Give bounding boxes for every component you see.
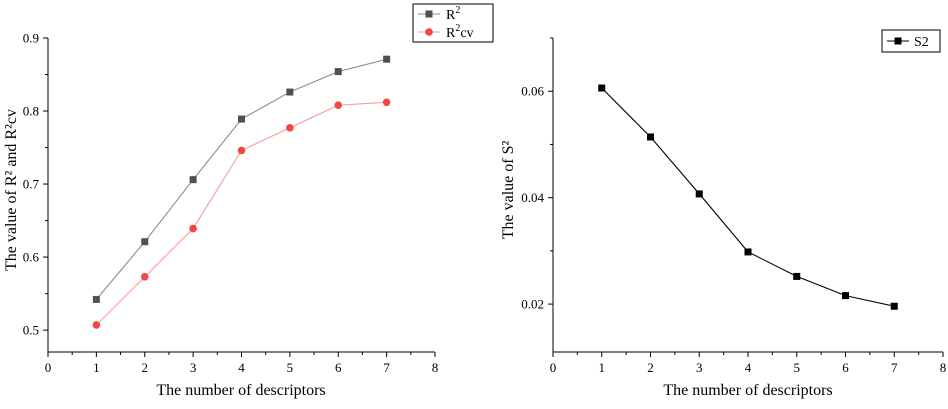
chart-s2: 0 1 2 3 4 5 6 7 8 0.02 0.04 0.06 The number of des… (500, 29, 947, 399)
legend-entry-r2cv: R2cv (418, 23, 474, 41)
x-axis-ticks: 0 1 2 3 4 5 6 7 8 (550, 352, 947, 375)
data-point-square (92, 295, 100, 303)
x-tick-label: 8 (432, 360, 439, 375)
data-point-square (598, 84, 606, 92)
x-tick-label: 3 (190, 360, 197, 375)
data-point-square (793, 272, 801, 280)
y-tick-label: 0.8 (23, 104, 39, 119)
legend-square-marker (425, 10, 433, 18)
legend-entry-r2: R2 (418, 5, 460, 23)
x-axis-title: The number of descriptors (663, 382, 832, 399)
x-tick-label: 5 (287, 360, 294, 375)
x-tick-label: 0 (550, 360, 557, 375)
y-tick-label: 0.04 (521, 190, 544, 205)
data-point-square (744, 248, 752, 256)
legend: R2 R2cv (412, 3, 494, 43)
legend-box (881, 29, 941, 53)
y-axis-ticks: 0.02 0.04 0.06 (521, 37, 553, 312)
x-tick-label: 0 (45, 360, 52, 375)
y-tick-label: 0.9 (23, 31, 39, 46)
legend-label: S2 (914, 35, 929, 50)
data-point-square (383, 55, 391, 63)
data-point-square (286, 88, 294, 96)
legend-box (412, 3, 494, 43)
x-tick-label: 7 (891, 360, 898, 375)
y-tick-label: 0.7 (23, 177, 40, 192)
series-group (598, 84, 898, 310)
data-point-square (189, 176, 197, 184)
y-tick-label: 0.5 (23, 323, 39, 338)
y-tick-label: 0.6 (23, 250, 40, 265)
data-point-circle (334, 101, 343, 109)
data-point-circle (237, 146, 246, 155)
chart-r2: 0 1 2 3 4 5 6 7 8 0.5 0.6 0.7 0.8 0.9 The number of … (3, 3, 494, 399)
legend: S2 (881, 29, 941, 53)
x-tick-label: 1 (599, 360, 606, 375)
series-line (601, 87, 895, 307)
data-point-square (890, 302, 898, 310)
x-tick-label: 4 (238, 360, 245, 375)
legend-circle-marker (425, 28, 433, 36)
x-tick-label: 8 (940, 360, 947, 375)
y-tick-label: 0.02 (521, 297, 544, 312)
x-tick-label: 6 (842, 360, 849, 375)
x-tick-label: 4 (745, 360, 752, 375)
data-point-circle (140, 272, 149, 281)
x-axis-ticks: 0 1 2 3 4 5 6 7 8 (45, 352, 439, 375)
x-tick-label: 2 (647, 360, 654, 375)
plot-area (552, 38, 943, 353)
series-line (96, 101, 387, 326)
y-axis-ticks: 0.5 0.6 0.7 0.8 0.9 (23, 31, 48, 338)
data-point-circle (189, 224, 197, 233)
legend-label: R2 (446, 5, 460, 23)
x-tick-label: 7 (383, 360, 390, 375)
data-point-square (141, 238, 149, 246)
legend-square-marker (894, 37, 902, 45)
data-point-circle (286, 124, 294, 132)
x-tick-label: 6 (335, 360, 342, 375)
y-axis-title: The value of S² (500, 141, 517, 240)
data-point-square (334, 68, 342, 76)
x-axis-title: The number of descriptors (156, 382, 325, 399)
data-point-circle (92, 321, 101, 329)
y-tick-label: 0.06 (521, 84, 544, 99)
data-point-square (647, 133, 654, 141)
legend-label: R2cv (446, 23, 474, 41)
data-point-square (842, 292, 849, 300)
data-point-square (238, 115, 245, 123)
x-tick-label: 1 (93, 360, 100, 375)
plot-area (47, 38, 435, 353)
series-line (95, 58, 387, 300)
data-point-square (695, 190, 703, 198)
x-tick-label: 5 (794, 360, 801, 375)
x-tick-label: 2 (142, 360, 149, 375)
y-axis-title: The value of R² and R²cv (3, 109, 20, 271)
x-tick-label: 3 (696, 360, 703, 375)
series-group (92, 55, 391, 329)
data-point-circle (382, 98, 391, 107)
